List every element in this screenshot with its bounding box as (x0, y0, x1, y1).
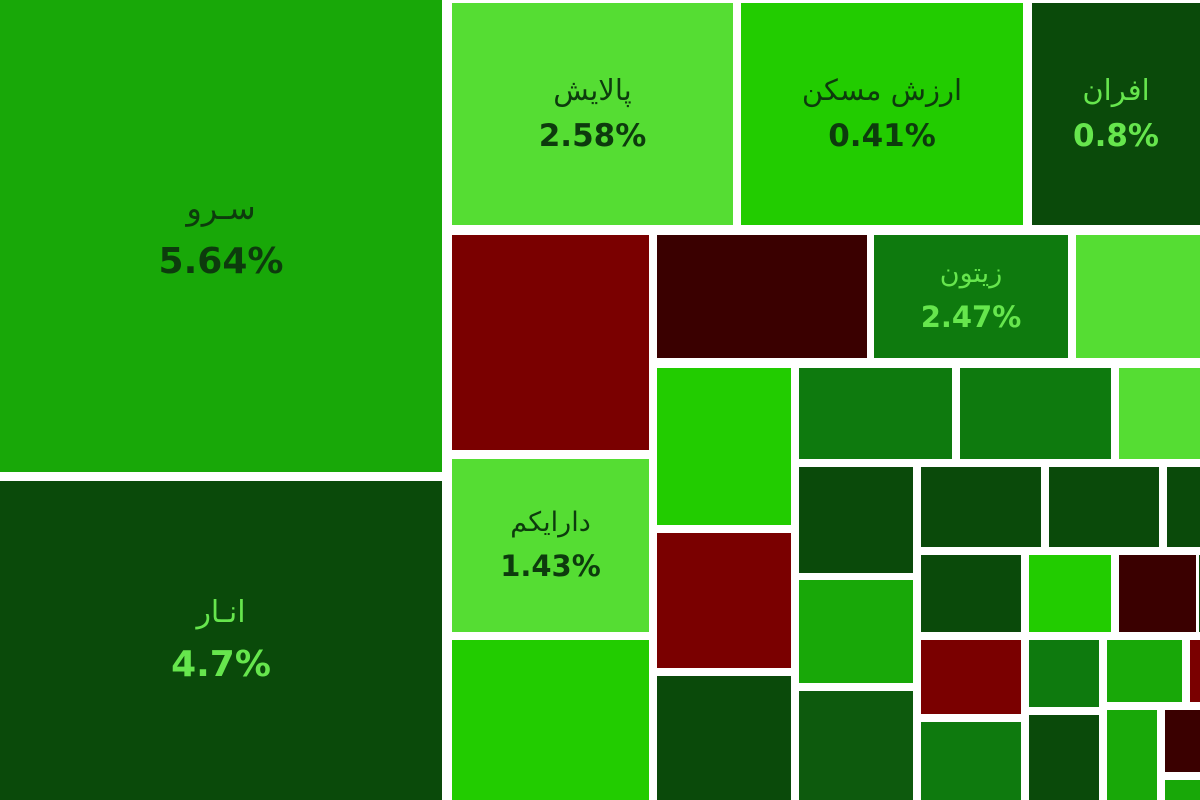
treemap-tile[interactable] (657, 533, 791, 668)
treemap-tile[interactable] (1167, 467, 1200, 547)
tile-value: 4.7% (171, 644, 271, 686)
treemap-tile-labeled[interactable]: افران 0.8% (1032, 3, 1200, 225)
tile-name: افران (1082, 72, 1150, 107)
treemap-tile[interactable] (1165, 710, 1200, 772)
treemap-tile[interactable] (1107, 710, 1157, 800)
treemap-tile[interactable] (1049, 467, 1159, 547)
treemap-tile[interactable] (1119, 368, 1200, 459)
tile-name: ارزش مسکن (801, 72, 963, 107)
treemap-tile[interactable] (799, 691, 913, 800)
treemap-tile[interactable] (921, 722, 1021, 800)
tile-name: زیتون (939, 257, 1003, 289)
tile-name: دارایکم (510, 506, 591, 538)
tile-name: سـرو (186, 188, 256, 227)
treemap-tile[interactable] (452, 235, 649, 450)
tile-value: 2.58% (538, 118, 647, 155)
tile-value: 1.43% (500, 549, 601, 584)
treemap-tile[interactable] (1029, 640, 1099, 707)
treemap-tile[interactable] (799, 467, 913, 573)
tile-value: 5.64% (158, 240, 284, 282)
treemap-tile[interactable] (1165, 780, 1200, 800)
treemap-tile[interactable] (960, 368, 1111, 459)
treemap-tile[interactable] (1029, 555, 1111, 632)
tile-name: پالایش (553, 72, 632, 107)
tile-name: انـار (196, 594, 246, 630)
treemap-tile[interactable] (452, 640, 649, 800)
treemap-tile-labeled[interactable]: پالایش 2.58% (452, 3, 733, 225)
treemap-tile[interactable] (921, 467, 1041, 547)
treemap-tile[interactable] (921, 640, 1021, 714)
treemap-tile[interactable] (657, 676, 791, 800)
treemap-tile[interactable] (799, 368, 952, 459)
treemap-tile-labeled[interactable]: ارزش مسکن 0.41% (741, 3, 1023, 225)
treemap-tile[interactable] (657, 235, 867, 358)
tile-value: 0.41% (828, 118, 936, 155)
treemap-tile-labeled[interactable]: انـار 4.7% (0, 481, 442, 800)
tile-value: 2.47% (920, 300, 1022, 335)
treemap-tile-labeled[interactable]: سـرو 5.64% (0, 0, 442, 472)
treemap-tile[interactable] (1190, 640, 1200, 702)
tile-value: 0.8% (1073, 118, 1159, 155)
treemap-tile-labeled[interactable]: دارایکم 1.43% (452, 459, 649, 632)
treemap-tile-labeled[interactable]: زیتون 2.47% (874, 235, 1068, 358)
treemap-tile[interactable] (921, 555, 1021, 632)
treemap-tile[interactable] (1029, 715, 1099, 800)
treemap-tile[interactable] (1107, 640, 1182, 702)
treemap-tile[interactable] (1119, 555, 1196, 632)
treemap-tile[interactable] (657, 368, 791, 525)
treemap-tile[interactable] (799, 580, 913, 683)
treemap-tile[interactable] (1076, 235, 1200, 358)
